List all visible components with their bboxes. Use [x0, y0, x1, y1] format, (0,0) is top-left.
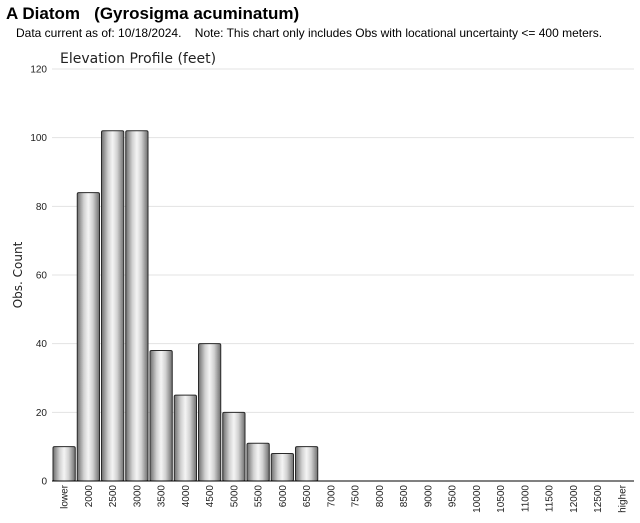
bar-6000 [270, 453, 294, 482]
x-tick-label: 7500 [351, 485, 362, 508]
bar-5000 [222, 411, 246, 482]
bar-2500 [101, 130, 125, 482]
bar-lower [52, 446, 76, 482]
x-tick-label: 6000 [278, 485, 289, 508]
y-tick-label: 100 [30, 133, 47, 144]
x-tick-label: 8500 [399, 485, 410, 508]
data-note: Data current as of: 10/18/2024. Note: Th… [16, 26, 603, 40]
x-tick-label: 3000 [132, 485, 143, 508]
x-tick-label: 4500 [205, 485, 216, 508]
x-tick-label: lower [60, 484, 71, 509]
x-tick-label: 8000 [375, 485, 386, 508]
x-tick-label: 11000 [520, 485, 531, 513]
bar-3000 [125, 130, 149, 482]
x-tick-label: 2000 [84, 485, 95, 508]
x-tick-label: 9500 [448, 485, 459, 508]
y-tick-label: 0 [41, 477, 47, 488]
y-axis-label: Obs. Count [11, 241, 25, 308]
x-tick-label: 2500 [108, 485, 119, 508]
x-tick-label: 5500 [254, 485, 265, 508]
y-tick-label: 120 [30, 65, 47, 76]
x-tick-label: 10500 [496, 485, 507, 513]
bar-2000 [76, 192, 100, 482]
bar-4500 [198, 343, 222, 482]
x-tick-label: 12000 [569, 485, 580, 513]
x-tick-label: higher [617, 484, 628, 512]
page-title: A Diatom (Gyrosigma acuminatum) [6, 4, 300, 23]
x-tick-label: 3500 [157, 485, 168, 508]
y-tick-label: 20 [36, 408, 48, 419]
bar-6500 [295, 446, 319, 482]
y-tick-label: 40 [36, 339, 48, 350]
x-tick-label: 9000 [423, 485, 434, 508]
y-tick-label: 80 [36, 202, 48, 213]
chart-title: Elevation Profile (feet) [60, 51, 216, 67]
x-tick-label: 7000 [326, 485, 337, 508]
x-tick-label: 4000 [181, 485, 192, 508]
x-tick-label: 12500 [593, 485, 604, 513]
x-tick-label: 10000 [472, 485, 483, 513]
x-tick-label: 5000 [229, 485, 240, 508]
bar-5500 [246, 442, 270, 482]
bar-3500 [149, 350, 173, 482]
bar-4000 [173, 394, 197, 482]
x-tick-label: 11500 [545, 485, 556, 513]
x-tick-label: 6500 [302, 485, 313, 508]
y-tick-label: 60 [36, 271, 48, 282]
